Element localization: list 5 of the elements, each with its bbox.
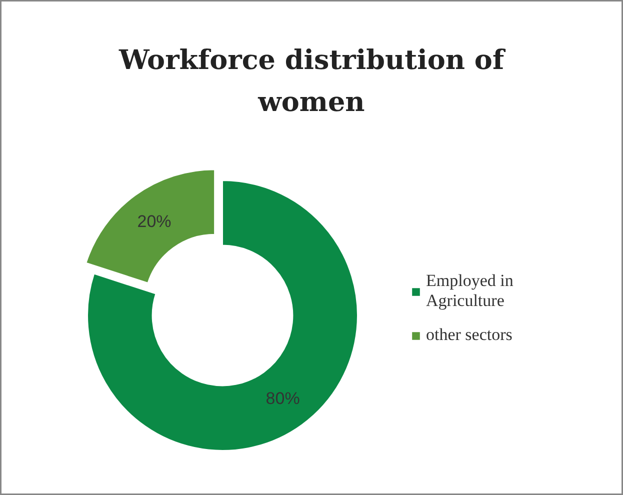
data-label: 20%: [137, 212, 172, 232]
chart-title: Workforce distribution of women: [118, 45, 506, 118]
legend-label: other sectors: [426, 325, 512, 345]
data-label: 80%: [266, 389, 300, 408]
legend-label: Employed in Agriculture: [426, 271, 514, 311]
